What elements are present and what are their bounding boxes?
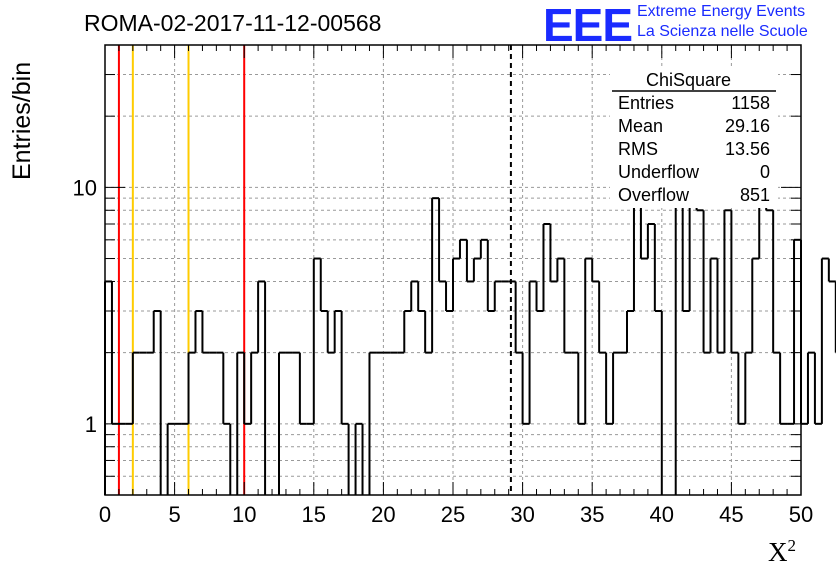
- stat-underflow-label: Underflow: [618, 162, 700, 182]
- y-axis-label: Entries/bin: [8, 61, 36, 180]
- x-tick-label: 5: [168, 502, 180, 527]
- run-title: ROMA-02-2017-11-12-00568: [84, 10, 382, 36]
- stat-rms-value: 13.56: [724, 139, 770, 159]
- x-axis-label-base: X: [768, 537, 788, 567]
- x-tick-label: 45: [719, 502, 743, 527]
- stat-underflow-value: 0: [759, 162, 770, 182]
- stat-overflow-value: 851: [739, 185, 770, 205]
- stat-entries-label: Entries: [618, 93, 675, 113]
- logo-tagline-1: Extreme Energy Events: [637, 3, 806, 20]
- x-tick-label: 30: [510, 502, 534, 527]
- x-tick-label: 40: [650, 502, 674, 527]
- stat-mean-label: Mean: [618, 116, 664, 136]
- stats-box-title: ChiSquare: [646, 70, 732, 90]
- x-tick-label: 35: [580, 502, 604, 527]
- x-tick-label: 50: [789, 502, 813, 527]
- stat-mean-value: 29.16: [724, 116, 770, 136]
- x-tick-label: 20: [371, 502, 395, 527]
- y-tick-label: 10: [73, 175, 97, 200]
- x-tick-label: 25: [441, 502, 465, 527]
- stats-box: [610, 66, 778, 208]
- logo-tagline-2: La Scienza nelle Scuole: [637, 23, 808, 40]
- stat-rms-label: RMS: [618, 139, 658, 159]
- x-axis-label: X2: [768, 536, 796, 568]
- eee-logo: EEE: [543, 0, 633, 51]
- x-tick-label: 15: [302, 502, 326, 527]
- stat-entries-value: 1158: [731, 93, 770, 113]
- stat-overflow-label: Overflow: [618, 185, 690, 205]
- x-tick-label: 10: [232, 502, 256, 527]
- x-tick-label: 0: [99, 502, 111, 527]
- y-tick-label: 1: [85, 412, 97, 437]
- x-axis-label-sup: 2: [787, 536, 797, 555]
